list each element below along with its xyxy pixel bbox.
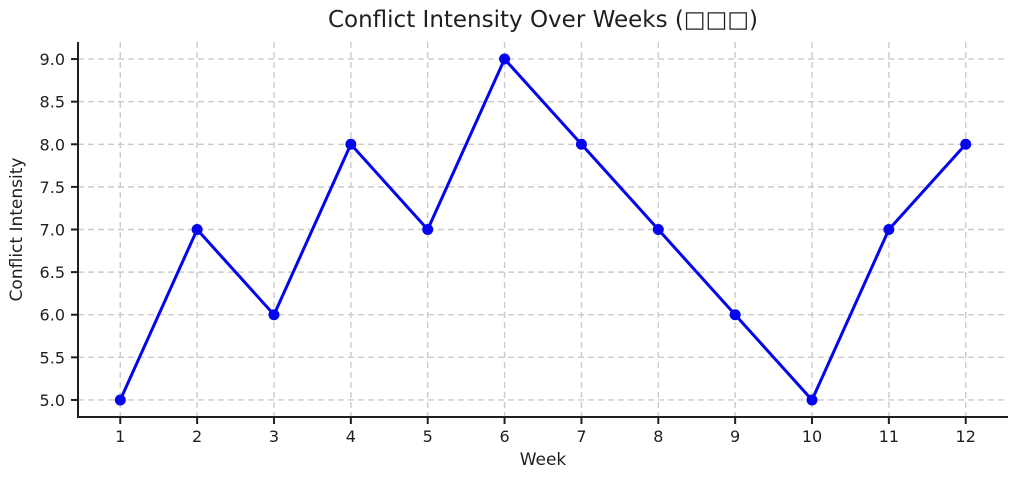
x-tick-label: 8 bbox=[653, 427, 663, 446]
x-tick-label: 1 bbox=[115, 427, 125, 446]
y-tick-label: 7.0 bbox=[40, 221, 65, 240]
data-point-marker bbox=[268, 309, 280, 321]
y-tick-label: 9.0 bbox=[40, 50, 65, 69]
y-tick-label: 5.0 bbox=[40, 391, 65, 410]
data-point-marker bbox=[806, 394, 818, 406]
axes-spines-and-ticks bbox=[71, 42, 1008, 424]
series-line bbox=[118, 57, 967, 402]
y-tick-label: 6.5 bbox=[40, 263, 65, 282]
data-point-marker bbox=[499, 53, 511, 65]
x-tick-label: 11 bbox=[879, 427, 899, 446]
x-tick-label: 2 bbox=[192, 427, 202, 446]
y-axis-label: Conflict Intensity bbox=[7, 158, 27, 302]
chart-title: Conflict Intensity Over Weeks (□□□) bbox=[328, 7, 758, 33]
x-tick-label: 4 bbox=[346, 427, 356, 446]
x-axis-label: Week bbox=[520, 450, 567, 470]
data-point-marker bbox=[422, 224, 434, 235]
data-point-marker bbox=[883, 224, 895, 235]
data-point-marker bbox=[729, 309, 741, 321]
data-point-marker bbox=[114, 394, 126, 406]
x-tick-label: 10 bbox=[802, 427, 822, 446]
y-tick-label: 8.5 bbox=[40, 93, 65, 112]
x-tick-label: 5 bbox=[423, 427, 433, 446]
data-point-marker bbox=[345, 138, 357, 150]
x-tick-label: 3 bbox=[269, 427, 279, 446]
data-series-line bbox=[114, 53, 972, 406]
y-tick-label: 5.5 bbox=[40, 348, 65, 367]
data-point-marker bbox=[960, 138, 972, 150]
tick-labels: 1 2 3 4 5 6 7 8 9 10 11 125.05.56.06.57.07.58.08.59… bbox=[40, 50, 976, 446]
y-tick-label: 6.0 bbox=[40, 306, 65, 325]
data-point-marker bbox=[575, 138, 587, 150]
gridlines bbox=[78, 42, 1008, 417]
x-tick-label: 7 bbox=[576, 427, 586, 446]
y-tick-label: 8.0 bbox=[40, 135, 65, 154]
x-tick-label: 9 bbox=[730, 427, 740, 446]
data-point-marker bbox=[191, 224, 203, 235]
x-tick-label: 6 bbox=[499, 427, 509, 446]
y-tick-label: 7.5 bbox=[40, 178, 65, 197]
data-point-marker bbox=[652, 224, 664, 235]
x-tick-label: 12 bbox=[956, 427, 976, 446]
